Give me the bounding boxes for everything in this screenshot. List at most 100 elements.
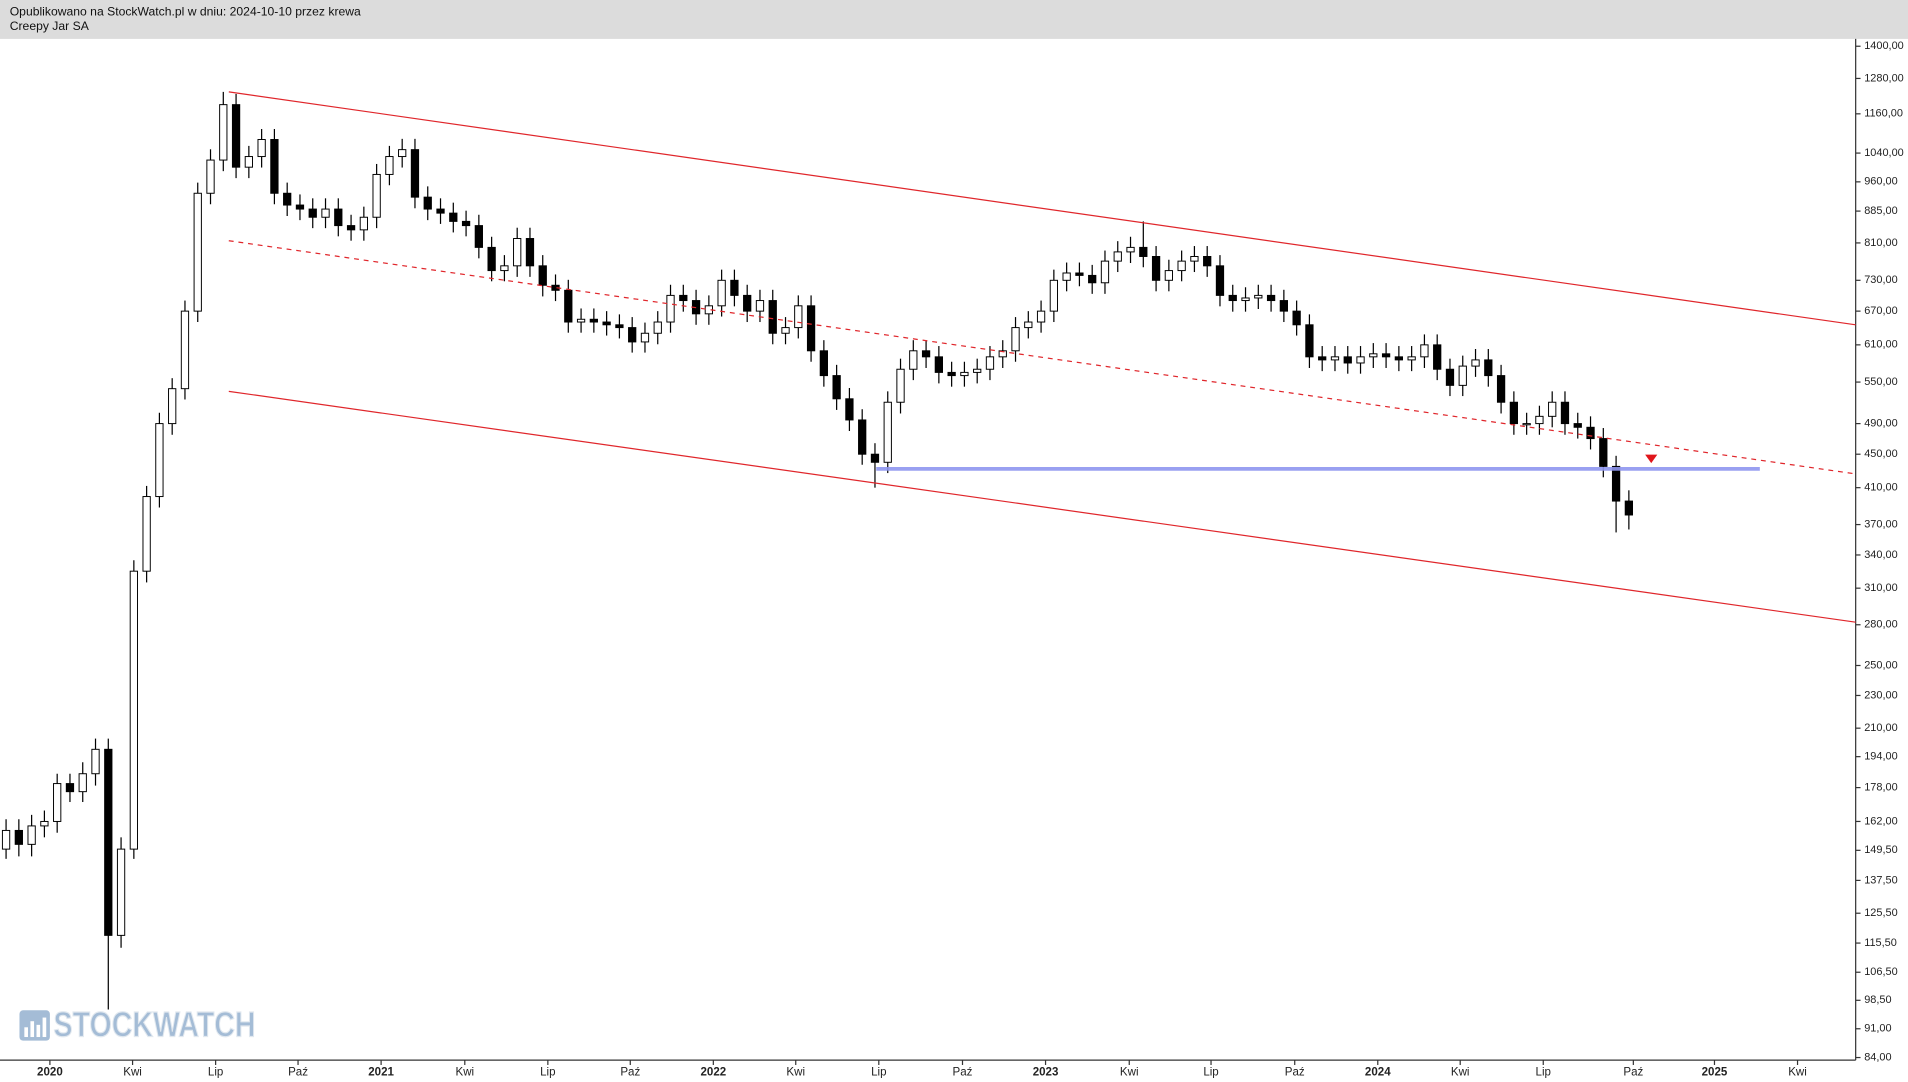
candle-body — [78, 773, 87, 793]
candle-body — [1305, 324, 1314, 358]
candle-body — [1458, 365, 1467, 386]
candle-body — [1407, 356, 1416, 361]
y-tick-label: 340,00 — [1864, 549, 1897, 561]
x-tick-label: Kwi — [455, 1066, 474, 1078]
candle-body — [423, 196, 432, 210]
x-tick-label: 2021 — [368, 1066, 394, 1078]
y-tick-label: 230,00 — [1864, 689, 1897, 701]
y-tick-label: 550,00 — [1864, 376, 1897, 388]
candle-body — [1573, 423, 1582, 428]
candle-body — [1024, 321, 1033, 329]
candle-body — [385, 156, 394, 175]
candle-body — [270, 139, 279, 194]
signal-marker — [1645, 454, 1658, 464]
candle-body — [525, 238, 535, 267]
y-tick-label: 194,00 — [1864, 751, 1897, 763]
candle-body — [1241, 297, 1250, 302]
candle-body — [27, 825, 36, 845]
x-tick-label: Paź — [1285, 1066, 1305, 1078]
x-tick-label: 2025 — [1702, 1066, 1728, 1078]
candle-body — [513, 238, 522, 267]
y-tick-label: 885,00 — [1864, 205, 1897, 217]
y-tick-label: 1400,00 — [1864, 40, 1904, 52]
x-tick-label: Paź — [953, 1066, 973, 1078]
y-tick-label: 149,50 — [1864, 844, 1897, 856]
candle-body — [679, 294, 688, 302]
candle-body — [1254, 294, 1263, 299]
candle-body — [973, 368, 982, 373]
candle-body — [832, 375, 841, 400]
y-tick-label: 810,00 — [1864, 237, 1897, 249]
candle-body — [436, 208, 445, 214]
x-tick-label: 2023 — [1033, 1066, 1059, 1078]
candle-body — [653, 321, 662, 334]
x-tick-label: Kwi — [1451, 1066, 1470, 1078]
candle-body — [896, 368, 905, 403]
y-tick-label: 730,00 — [1864, 274, 1897, 286]
candle-body — [1599, 438, 1608, 467]
candle-body — [1394, 356, 1404, 361]
y-tick-label: 210,00 — [1864, 722, 1897, 734]
candle-body — [1164, 270, 1173, 281]
candle-body — [53, 783, 62, 822]
y-tick-label: 137,50 — [1864, 874, 1897, 886]
candle-body — [1088, 274, 1097, 284]
candle-body — [998, 350, 1007, 358]
y-tick-label: 410,00 — [1864, 482, 1897, 494]
x-tick-label: Lip — [540, 1066, 555, 1078]
watermark-text: STOCKWATCH — [54, 1006, 256, 1045]
candle-body — [219, 104, 228, 161]
candle-body — [1509, 401, 1519, 425]
x-tick-label: Lip — [1203, 1066, 1218, 1078]
candle-body — [564, 289, 573, 323]
watermark-logo-bar — [30, 1021, 35, 1038]
candle-body — [1062, 272, 1071, 281]
candle-body — [155, 423, 164, 498]
watermark-logo-bar — [24, 1027, 28, 1038]
y-tick-label: 98,50 — [1864, 994, 1891, 1006]
candle-body — [768, 300, 777, 334]
candle-body — [372, 173, 381, 218]
candle-body — [1151, 256, 1161, 281]
candle-body — [1292, 310, 1301, 326]
candle-body — [845, 398, 854, 421]
y-tick-label: 178,00 — [1864, 781, 1897, 793]
candle-body — [180, 310, 190, 390]
y-tick-label: 162,00 — [1864, 815, 1897, 827]
x-tick-label: Lip — [1536, 1066, 1551, 1078]
candle-body — [806, 305, 816, 352]
candle-body — [666, 294, 675, 323]
watermark: STOCKWATCH — [19, 1005, 256, 1045]
candle-body — [1611, 465, 1621, 502]
candle-body — [947, 371, 956, 377]
candle-body — [449, 212, 458, 222]
candle-body — [1343, 356, 1352, 364]
candle-body — [1433, 344, 1442, 370]
candle-body — [883, 401, 892, 463]
y-tick-label: 115,50 — [1864, 937, 1897, 949]
y-tick-label: 84,00 — [1864, 1051, 1891, 1063]
y-tick-label: 1160,00 — [1864, 108, 1903, 120]
candle-body — [1535, 415, 1544, 425]
candle-body — [921, 350, 931, 358]
candle-body — [1471, 359, 1480, 367]
candle-body — [743, 294, 752, 312]
y-tick-label: 610,00 — [1864, 339, 1897, 351]
candle-body — [193, 192, 202, 312]
y-tick-label: 280,00 — [1864, 619, 1897, 631]
candle-body — [14, 829, 23, 845]
x-tick-label: 2020 — [37, 1066, 63, 1078]
y-tick-label: 960,00 — [1864, 176, 1897, 188]
candle-body — [576, 318, 586, 323]
y-tick-label: 91,00 — [1864, 1023, 1891, 1035]
candle-body — [1279, 300, 1289, 312]
candle-body — [640, 332, 650, 343]
y-tick-label: 1040,00 — [1864, 147, 1904, 159]
candle-body — [1356, 356, 1365, 364]
y-tick-label: 450,00 — [1864, 448, 1897, 460]
candle-body — [1560, 401, 1570, 425]
trend-line — [228, 240, 1856, 475]
candle-body — [129, 570, 138, 850]
